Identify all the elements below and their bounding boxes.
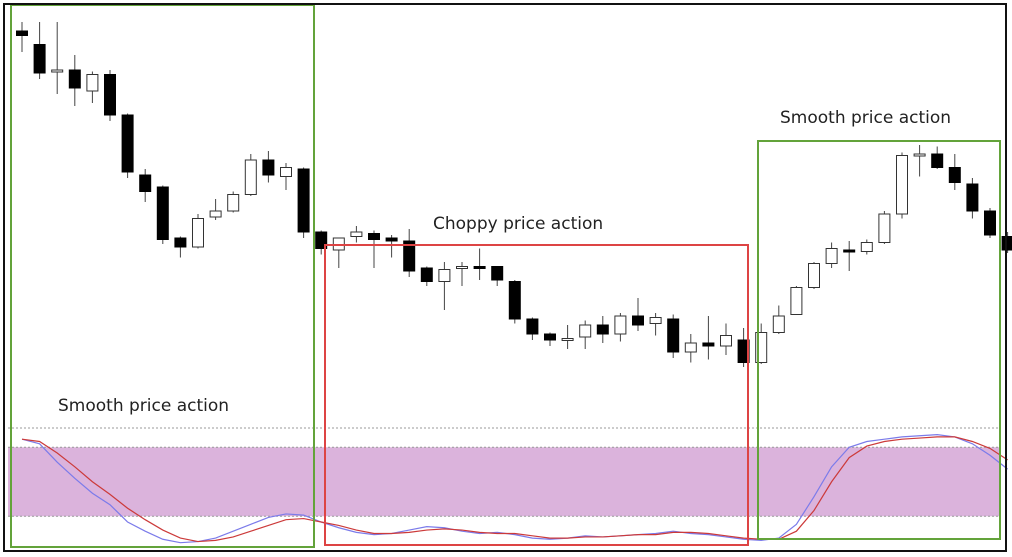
bearish-candle — [385, 237, 398, 242]
bullish-candle — [51, 69, 64, 73]
bearish-candle — [403, 240, 416, 272]
bearish-candle — [33, 44, 46, 74]
bearish-candle — [420, 267, 433, 282]
bullish-candle — [772, 315, 785, 333]
bearish-candle — [473, 266, 486, 269]
left-zone-label: Smooth price action — [58, 396, 229, 416]
bearish-candle — [491, 266, 504, 281]
bearish-candle — [297, 168, 310, 233]
bearish-candle — [931, 153, 944, 168]
bullish-candle — [913, 153, 926, 157]
bullish-candle — [860, 242, 873, 252]
bullish-candle — [878, 213, 891, 243]
bearish-candle — [1001, 236, 1012, 251]
bearish-candle — [156, 186, 169, 240]
bearish-candle — [702, 342, 715, 347]
bullish-candle — [579, 324, 592, 338]
bullish-candle — [755, 332, 768, 363]
oscillator-slow-line — [21, 436, 1008, 543]
bullish-candle — [808, 263, 820, 288]
bullish-candle — [614, 315, 627, 335]
bearish-candle — [315, 231, 328, 249]
smooth-zone-right-box — [757, 140, 1001, 540]
bullish-candle — [438, 269, 451, 282]
oscillator-fast-line — [21, 433, 1008, 544]
oscillator-layer — [21, 433, 1008, 544]
bearish-candle — [984, 210, 996, 236]
bearish-candle — [174, 237, 187, 248]
bearish-candle — [16, 30, 28, 36]
oscillator-band — [8, 447, 1000, 517]
choppy-zone-box — [324, 244, 749, 546]
bearish-candle — [948, 167, 961, 183]
bearish-candle — [104, 74, 116, 116]
bearish-candle — [966, 183, 979, 212]
bullish-candle — [825, 248, 838, 264]
bearish-candle — [262, 159, 275, 176]
bearish-candle — [667, 318, 680, 353]
bullish-candle — [720, 335, 732, 347]
bullish-candle — [684, 342, 697, 353]
bearish-candle — [121, 114, 134, 173]
bullish-candle — [649, 317, 662, 324]
bearish-candle — [139, 174, 152, 192]
bullish-candle — [350, 231, 363, 237]
bearish-candle — [544, 333, 556, 341]
candles-layer — [16, 22, 1012, 367]
bullish-candle — [896, 155, 908, 215]
bullish-candle — [790, 287, 803, 315]
bullish-candle — [192, 218, 204, 248]
bearish-candle — [596, 324, 609, 335]
bullish-candle — [86, 74, 99, 92]
right-zone-label: Smooth price action — [780, 108, 951, 128]
bullish-candle — [209, 210, 222, 218]
bearish-candle — [632, 315, 644, 326]
bullish-candle — [561, 338, 574, 341]
bearish-candle — [737, 339, 750, 363]
bearish-candle — [508, 281, 521, 320]
bearish-candle — [68, 69, 81, 89]
bullish-candle — [280, 167, 292, 177]
chart-frame — [3, 3, 1007, 552]
bullish-candle — [244, 159, 257, 195]
bullish-candle — [227, 194, 240, 212]
bearish-candle — [368, 233, 380, 240]
bearish-candle — [526, 318, 539, 335]
bullish-candle — [456, 266, 468, 269]
middle-zone-label: Choppy price action — [433, 214, 603, 234]
bearish-candle — [843, 249, 856, 253]
